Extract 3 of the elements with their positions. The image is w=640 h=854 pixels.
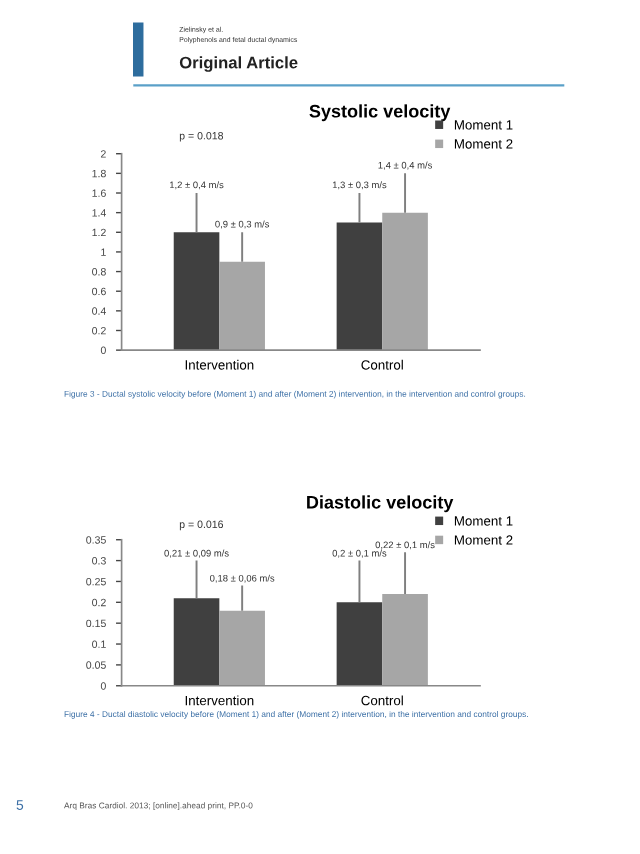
chart-title: Systolic velocity xyxy=(309,104,451,122)
text: Original Article xyxy=(179,56,298,72)
chart-title: Diastolic velocity xyxy=(307,495,454,513)
